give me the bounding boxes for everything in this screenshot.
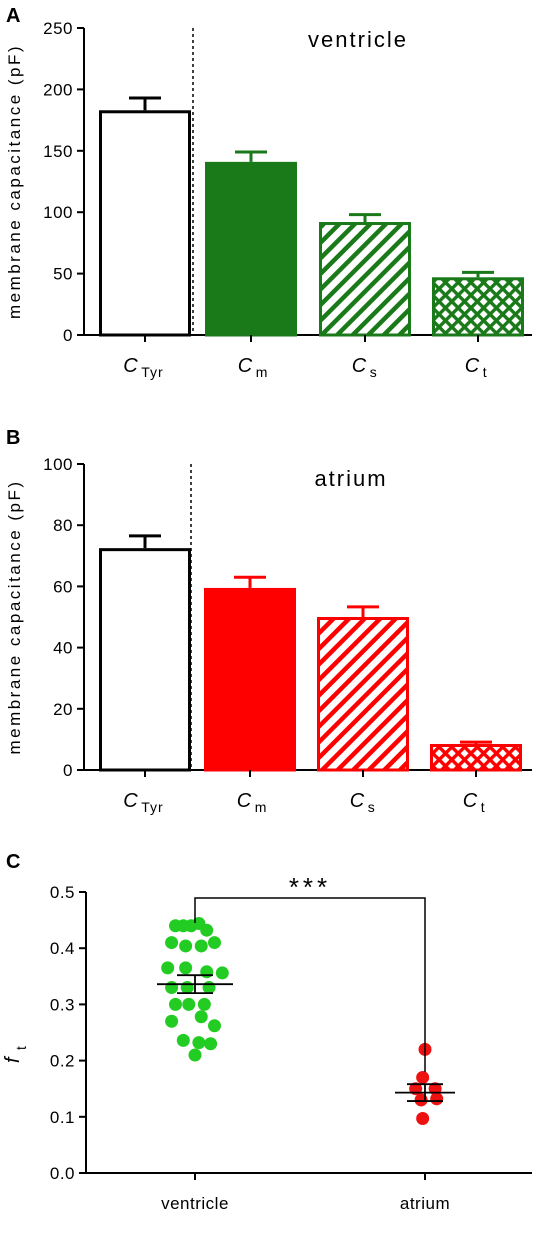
- data-point: [165, 981, 179, 995]
- x-category-subscript: t: [483, 364, 488, 380]
- data-point: [200, 965, 214, 979]
- y-axis-label-subscript: t: [13, 1046, 29, 1050]
- data-point: [202, 981, 216, 995]
- y-tick-label: 100: [43, 455, 73, 474]
- data-point: [188, 1048, 202, 1062]
- x-category-label: C: [352, 355, 367, 377]
- x-category-subscript: s: [370, 364, 378, 380]
- bar: [99, 548, 191, 772]
- data-point: [208, 936, 221, 950]
- panel-letter-b: B: [6, 427, 20, 449]
- data-point: [197, 997, 211, 1011]
- x-category-subscript: t: [481, 799, 486, 815]
- data-point: [182, 997, 196, 1011]
- data-point: [194, 1010, 208, 1024]
- panel-letter-c: C: [6, 851, 20, 873]
- bar: [99, 110, 191, 337]
- x-category-label: C: [123, 355, 138, 377]
- data-point: [161, 961, 175, 975]
- x-category-label: ventricle: [161, 1194, 229, 1213]
- y-axis-label: membrane capacitance (pF): [5, 479, 24, 754]
- data-point: [204, 1037, 218, 1051]
- data-point: [416, 1111, 430, 1125]
- x-category-subscript: Tyr: [141, 799, 163, 815]
- x-category-label: C: [465, 355, 480, 377]
- bar: [204, 587, 296, 772]
- y-tick-label: 20: [53, 700, 73, 719]
- x-category-label: C: [350, 790, 365, 812]
- data-point: [169, 997, 182, 1011]
- bar: [319, 222, 411, 337]
- x-category-subscript: m: [256, 364, 269, 380]
- bar: [430, 743, 522, 772]
- x-category-label: C: [238, 355, 253, 377]
- panel-letter-a: A: [6, 5, 20, 27]
- x-category-subscript: s: [368, 799, 376, 815]
- chart-inset-label: atrium: [314, 466, 387, 491]
- y-tick-label: 0.4: [50, 939, 75, 958]
- data-point: [179, 939, 193, 953]
- y-tick-label: 0.5: [50, 883, 75, 902]
- y-tick-label: 60: [53, 577, 73, 596]
- y-axis-label: membrane capacitance (pF): [5, 44, 24, 319]
- x-category-label: atrium: [400, 1194, 450, 1213]
- y-tick-label: 0: [63, 761, 73, 780]
- scatter-chart-ft: f t 0.0 0.1 0.2 0.3 0.4 0.5 ventricle atrium ***: [2, 872, 532, 1213]
- y-tick-label: 0.2: [50, 1052, 75, 1071]
- y-tick-label: 0.3: [50, 995, 75, 1014]
- x-category-label: C: [463, 790, 478, 812]
- bar: [317, 617, 409, 772]
- bar: [432, 277, 524, 337]
- data-point: [416, 1070, 430, 1084]
- y-tick-label: 0.1: [50, 1108, 75, 1127]
- data-point: [208, 1019, 221, 1033]
- y-tick-label: 100: [43, 203, 73, 222]
- data-point: [165, 936, 179, 950]
- bar: [205, 161, 297, 337]
- y-axis-label: f: [2, 1055, 24, 1063]
- data-point: [176, 1033, 190, 1047]
- y-tick-label: 0.0: [50, 1164, 75, 1183]
- data-point: [165, 1014, 179, 1028]
- x-category-subscript: m: [255, 799, 268, 815]
- data-point: [430, 1092, 444, 1106]
- data-point: [194, 939, 208, 953]
- x-category-label: C: [123, 790, 138, 812]
- y-tick-label: 0: [63, 326, 73, 345]
- y-tick-label: 200: [43, 80, 73, 99]
- y-tick-label: 80: [53, 516, 73, 535]
- data-point: [179, 961, 193, 975]
- y-tick-label: 250: [43, 19, 73, 38]
- y-tick-label: 40: [53, 639, 73, 658]
- bar-chart-atrium: membrane capacitance (pF) 0 20 40 60 80 100 atr…: [5, 455, 532, 815]
- chart-inset-label: ventricle: [308, 27, 408, 52]
- data-point: [215, 966, 229, 980]
- x-category-subscript: Tyr: [141, 364, 163, 380]
- data-point: [200, 923, 214, 937]
- y-tick-label: 150: [43, 142, 73, 161]
- data-point: [180, 981, 194, 995]
- bar-chart-ventricle: membrane capacitance (pF) 0 50 100 150 200 250…: [5, 19, 532, 380]
- significance-stars: ***: [289, 872, 331, 902]
- data-point: [192, 1036, 206, 1050]
- x-category-label: C: [237, 790, 252, 812]
- y-tick-label: 50: [53, 265, 73, 284]
- significance-bracket: [194, 897, 426, 1072]
